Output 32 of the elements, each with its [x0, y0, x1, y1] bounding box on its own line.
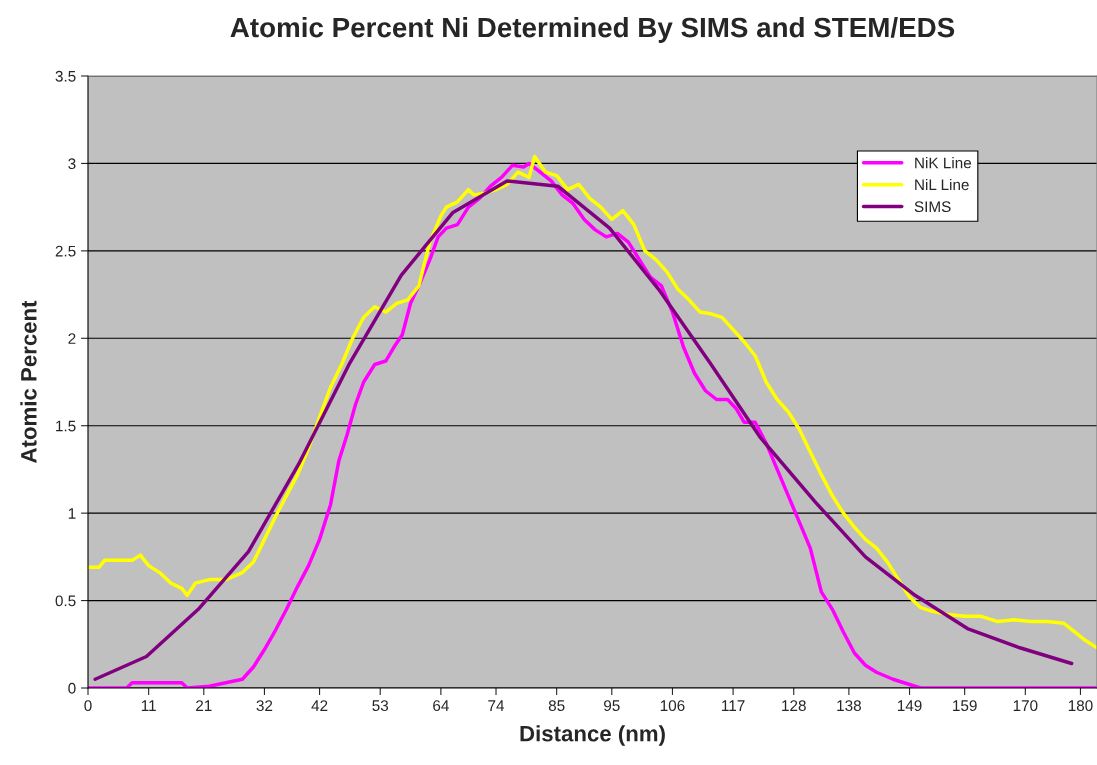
y-axis-title: Atomic Percent [20, 300, 37, 463]
y-tick-label: 0.5 [55, 595, 76, 607]
y-tick-label: 3 [68, 158, 76, 170]
y-tick-label: 2 [68, 333, 76, 344]
x-tick-label: 85 [548, 700, 565, 712]
legend-label: SIMS [914, 201, 951, 213]
legend-label: NiK Line [915, 157, 972, 169]
y-tick-label: 1 [68, 508, 76, 519]
x-tick-label: 117 [722, 700, 745, 711]
legend-label: NiL Line [915, 178, 969, 191]
y-tick-label: 1.5 [56, 420, 76, 432]
y-tick-label: 0 [68, 682, 76, 694]
x-tick-label: 159 [953, 700, 977, 712]
x-tick-label: 149 [897, 700, 922, 712]
x-tick-label: 180 [1068, 700, 1093, 712]
y-tick-label: 3.5 [55, 70, 76, 82]
y-tick-label: 2.5 [55, 245, 76, 257]
x-tick-label: 21 [196, 700, 212, 711]
x-tick-label: 42 [311, 700, 328, 711]
x-tick-label: 128 [782, 700, 806, 712]
x-tick-label: 53 [372, 700, 389, 712]
chart-title: Atomic Percent Ni Determined By SIMS and STEM/EDS [230, 16, 955, 43]
x-tick-label: 138 [837, 700, 861, 712]
x-tick-label: 170 [1013, 700, 1038, 712]
x-tick-label: 11 [141, 700, 156, 711]
x-axis-title: Distance (nm) [520, 725, 665, 746]
x-tick-label: 106 [660, 700, 685, 712]
x-tick-label: 0 [84, 700, 92, 712]
x-tick-label: 64 [433, 700, 449, 712]
x-tick-label: 32 [256, 700, 273, 712]
x-tick-label: 74 [488, 700, 505, 711]
x-tick-label: 95 [604, 700, 620, 712]
